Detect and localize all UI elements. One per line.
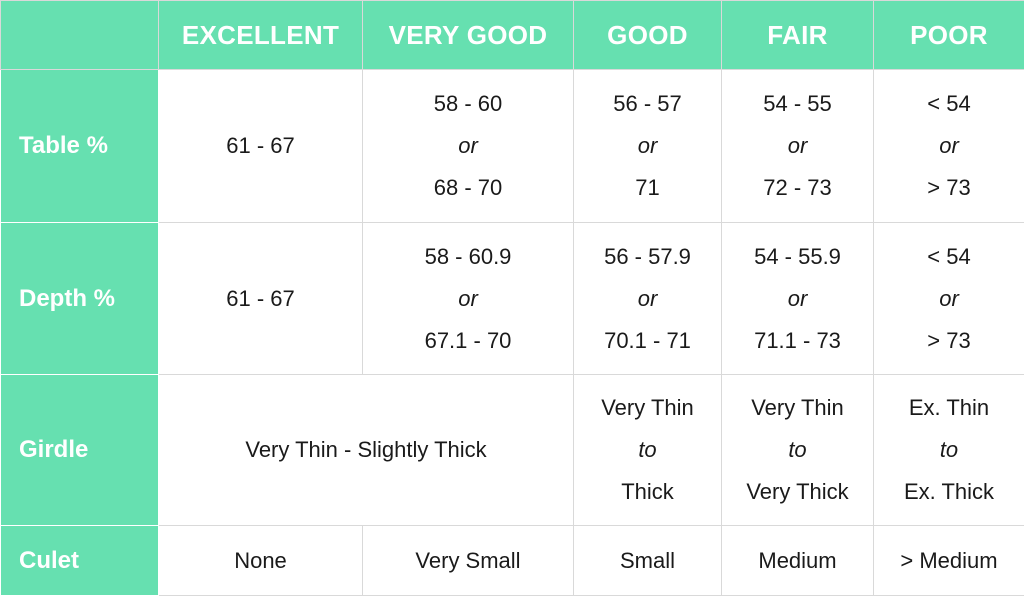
table-row-depth-percent: Depth % 61 - 67 58 - 60.9 or 67.1 - 70 5… xyxy=(1,223,1024,375)
cell-or: or xyxy=(874,278,1024,320)
cell-culet-fair: Medium xyxy=(722,526,874,596)
cell-line: Thick xyxy=(574,471,721,513)
cell-depth-excellent: 61 - 67 xyxy=(159,223,363,375)
cell-depth-poor: < 54 or > 73 xyxy=(874,223,1024,375)
cell-line: Very Thick xyxy=(722,471,873,513)
cell-line: 68 - 70 xyxy=(363,167,573,209)
cell-table-poor: < 54 or > 73 xyxy=(874,70,1024,223)
cell-table-good: 56 - 57 or 71 xyxy=(574,70,722,223)
cell-or: or xyxy=(363,278,573,320)
cell-girdle-good: Very Thin to Thick xyxy=(574,375,722,526)
cell-line: > 73 xyxy=(874,167,1024,209)
cell-line: 56 - 57 xyxy=(574,83,721,125)
cell-line: < 54 xyxy=(874,83,1024,125)
cell-line: Ex. Thin xyxy=(874,387,1024,429)
col-header-fair: FAIR xyxy=(722,1,874,70)
cell-or: or xyxy=(722,278,873,320)
cell-to: to xyxy=(874,429,1024,471)
cell-to: to xyxy=(574,429,721,471)
cell-table-very-good: 58 - 60 or 68 - 70 xyxy=(363,70,574,223)
cell-line: < 54 xyxy=(874,236,1024,278)
row-header-girdle: Girdle xyxy=(1,375,159,526)
cell-girdle-poor: Ex. Thin to Ex. Thick xyxy=(874,375,1024,526)
cell-line: 71 xyxy=(574,167,721,209)
row-header-table: Table % xyxy=(1,70,159,223)
cell-girdle-fair: Very Thin to Very Thick xyxy=(722,375,874,526)
col-header-good: GOOD xyxy=(574,1,722,70)
cell-line: 58 - 60 xyxy=(363,83,573,125)
cell-table-excellent: 61 - 67 xyxy=(159,70,363,223)
row-header-depth: Depth % xyxy=(1,223,159,375)
cell-or: or xyxy=(574,278,721,320)
cell-culet-poor: > Medium xyxy=(874,526,1024,596)
cell-culet-excellent: None xyxy=(159,526,363,596)
row-header-culet: Culet xyxy=(1,526,159,596)
cell-line: 58 - 60.9 xyxy=(363,236,573,278)
col-header-very-good: VERY GOOD xyxy=(363,1,574,70)
cell-line: 54 - 55 xyxy=(722,83,873,125)
cell-depth-good: 56 - 57.9 or 70.1 - 71 xyxy=(574,223,722,375)
cell-girdle-excellent-very-good: Very Thin - Slightly Thick xyxy=(159,375,574,526)
cell-or: or xyxy=(874,125,1024,167)
cell-to: to xyxy=(722,429,873,471)
cell-depth-very-good: 58 - 60.9 or 67.1 - 70 xyxy=(363,223,574,375)
cell-line: 56 - 57.9 xyxy=(574,236,721,278)
cell-line: Very Thin xyxy=(722,387,873,429)
col-header-poor: POOR xyxy=(874,1,1024,70)
cell-culet-very-good: Very Small xyxy=(363,526,574,596)
cell-line: Ex. Thick xyxy=(874,471,1024,513)
cell-line: 71.1 - 73 xyxy=(722,320,873,362)
cell-line: Very Thin xyxy=(574,387,721,429)
table-row-table-percent: Table % 61 - 67 58 - 60 or 68 - 70 56 - … xyxy=(1,70,1024,223)
cell-culet-good: Small xyxy=(574,526,722,596)
cell-line: 54 - 55.9 xyxy=(722,236,873,278)
cell-line: > 73 xyxy=(874,320,1024,362)
cell-line: 67.1 - 70 xyxy=(363,320,573,362)
cell-or: or xyxy=(363,125,573,167)
table-row-culet: Culet None Very Small Small Medium > Med… xyxy=(1,526,1024,596)
table-row-girdle: Girdle Very Thin - Slightly Thick Very T… xyxy=(1,375,1024,526)
header-row: EXCELLENT VERY GOOD GOOD FAIR POOR xyxy=(1,1,1024,70)
cell-line: 70.1 - 71 xyxy=(574,320,721,362)
col-header-excellent: EXCELLENT xyxy=(159,1,363,70)
corner-cell xyxy=(1,1,159,70)
cell-depth-fair: 54 - 55.9 or 71.1 - 73 xyxy=(722,223,874,375)
cell-or: or xyxy=(574,125,721,167)
cell-or: or xyxy=(722,125,873,167)
cell-line: 72 - 73 xyxy=(722,167,873,209)
cell-table-fair: 54 - 55 or 72 - 73 xyxy=(722,70,874,223)
